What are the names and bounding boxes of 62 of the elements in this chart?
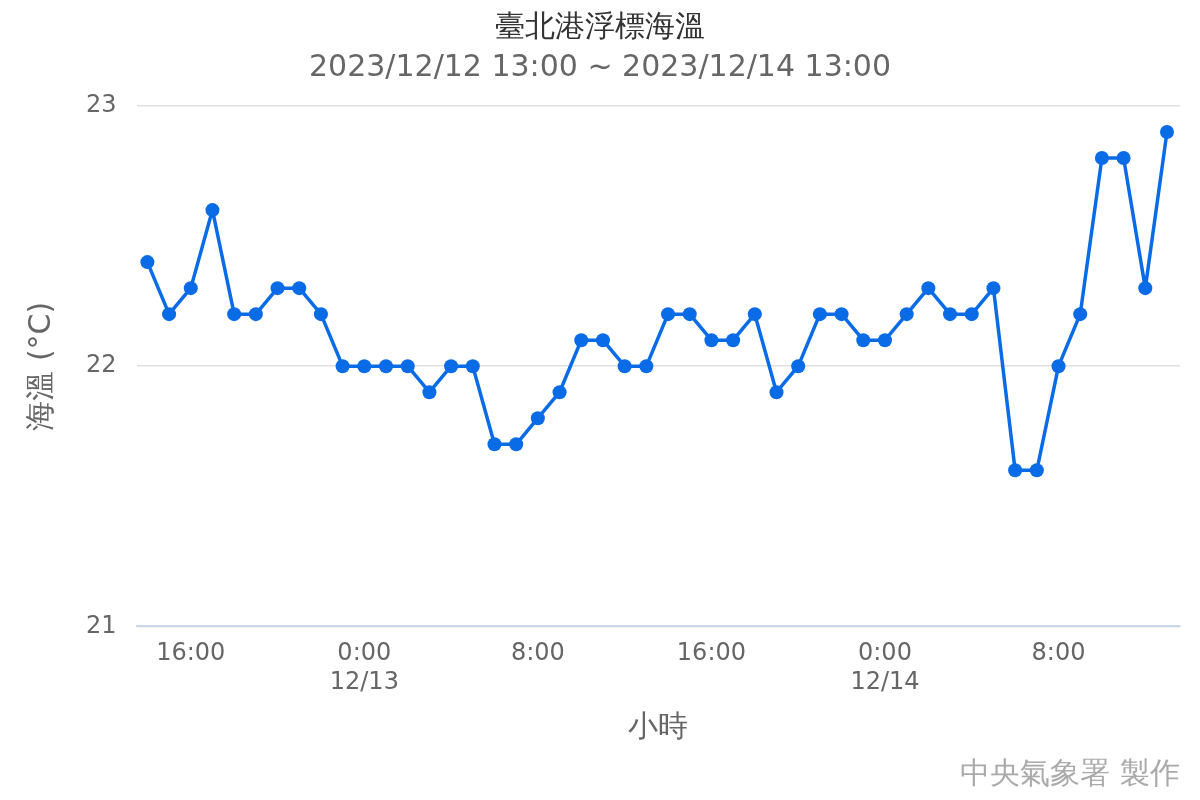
point: [1116, 151, 1131, 166]
point: [248, 307, 263, 322]
point: [487, 437, 502, 452]
point: [856, 333, 871, 348]
point: [313, 307, 328, 322]
x-tick-label: 8:00: [1031, 638, 1086, 667]
point: [1138, 281, 1153, 296]
point: [639, 359, 654, 374]
y-tick-label: 23: [85, 90, 117, 119]
x-axis-title: 小時: [628, 707, 689, 743]
point: [400, 359, 415, 374]
x-tick-label: 8:00: [510, 638, 565, 667]
point: [812, 307, 827, 322]
point: [292, 281, 307, 296]
y-tick-label: 22: [85, 350, 117, 379]
point: [183, 281, 198, 296]
chart-subtitle: 2023/12/12 13:00 ~ 2023/12/14 13:00: [308, 47, 892, 83]
chart-title: 臺北港浮標海溫: [495, 7, 705, 43]
point: [943, 307, 958, 322]
point: [661, 307, 676, 322]
point: [834, 307, 849, 322]
point: [444, 359, 459, 374]
point: [964, 307, 979, 322]
x-tick-label: 0:00 12/13: [329, 638, 399, 695]
point: [617, 359, 632, 374]
point: [791, 359, 806, 374]
point: [595, 333, 610, 348]
point: [422, 385, 437, 400]
y-axis-title: 海溫 (°C): [21, 301, 57, 431]
point: [574, 333, 589, 348]
point: [270, 281, 285, 296]
point: [140, 255, 155, 270]
point: [747, 307, 762, 322]
point: [769, 385, 784, 400]
point: [986, 281, 1001, 296]
point: [509, 437, 524, 452]
point: [1051, 359, 1066, 374]
point: [465, 359, 480, 374]
x-tick-label: 0:00 12/14: [850, 638, 920, 695]
point: [530, 411, 545, 426]
point: [1159, 125, 1174, 140]
point: [357, 359, 372, 374]
point: [205, 203, 220, 218]
point: [1094, 151, 1109, 166]
point: [162, 307, 177, 322]
point: [1008, 463, 1023, 478]
text: 中央氣象署 製作: [960, 754, 1180, 792]
point: [227, 307, 242, 322]
point: [877, 333, 892, 348]
point: [1029, 463, 1044, 478]
point: [552, 385, 567, 400]
x-tick-label: 16:00: [676, 638, 746, 667]
point: [704, 333, 719, 348]
y-tick-label: 21: [85, 610, 117, 639]
x-tick-label: 16:00: [156, 638, 226, 667]
point: [335, 359, 350, 374]
point: [726, 333, 741, 348]
point: [1073, 307, 1088, 322]
point: [379, 359, 394, 374]
point: [682, 307, 697, 322]
point: [921, 281, 936, 296]
point: [899, 307, 914, 322]
